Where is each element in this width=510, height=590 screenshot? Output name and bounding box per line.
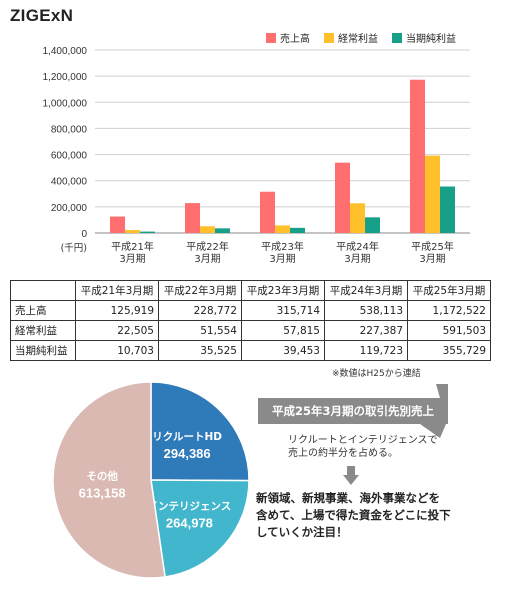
callout-text-line: リクルートとインテリジェンスで [288,435,438,446]
y-axis-unit: (千円) [61,243,87,254]
bar-net-profit [365,217,380,233]
brand-logo: ZIGExN [10,6,74,25]
y-tick-label: 1,200,000 [43,72,88,83]
callout-title: 平成25年3月期の取引先別売上 [258,398,448,424]
conclusion-line: していくか注目！ [256,525,348,539]
table-cell: 22,505 [75,320,159,341]
legend-item-sales: 売上高 [266,30,310,45]
y-tick-label: 1,000,000 [43,98,88,109]
legend-label-ordinary-profit: 経常利益 [338,34,378,45]
pie-label-other: その他 [86,470,118,483]
table-cell: 228,772 [158,300,242,321]
bar-net-profit [440,186,455,233]
pie-label-recruit: リクルートHD [152,431,222,443]
table-row-label: 当期純利益 [10,340,76,361]
table-row: 売上高 125,919 228,772 315,714 538,113 1,17… [10,300,491,321]
bar-net-profit [140,231,155,233]
table-cell: 125,919 [75,300,159,321]
pie-value-intelligence: 264,978 [166,515,213,530]
table-note: ※数値はH25から連結 [332,369,421,379]
table-cell: 315,714 [241,300,325,321]
bar-sales [335,162,350,233]
y-tick-label: 800,000 [51,124,88,135]
table-cell: 538,113 [324,300,408,321]
table-cell: 35,525 [158,340,242,361]
table-header-cell [10,280,76,301]
legend-label-net-profit: 当期純利益 [406,34,456,45]
callout-tail [436,384,448,398]
pie-slice-intelligence [150,479,250,578]
x-tick-label: 平成22年 [186,240,229,253]
bar-ordinary-profit [425,155,440,233]
x-tick-label: 3月期 [119,253,145,265]
x-tick-label: 3月期 [344,253,370,265]
bar-net-profit [215,228,230,233]
bar-ordinary-profit [275,225,290,233]
bar-net-profit [290,227,305,233]
bar-sales [110,216,125,233]
table-header-cell: 平成25年3月期 [407,280,491,301]
legend-item-ordinary-profit: 経常利益 [324,30,378,45]
bar-sales [185,203,200,233]
legend-label-sales: 売上高 [280,34,310,45]
callout-text: リクルートとインテリジェンスで 売上の約半分を占める。 [288,434,438,460]
x-tick-label: 3月期 [269,253,295,265]
financial-table: 平成21年3月期 平成22年3月期 平成23年3月期 平成24年3月期 平成25… [10,280,491,361]
table-header-row: 平成21年3月期 平成22年3月期 平成23年3月期 平成24年3月期 平成25… [10,280,491,301]
table-cell: 227,387 [324,320,408,341]
chart-legend: 売上高 経常利益 当期純利益 [266,30,456,45]
bar-sales [260,191,275,233]
table-cell: 355,729 [407,340,491,361]
y-tick-label: 600,000 [51,151,88,162]
table-row: 当期純利益 10,703 35,525 39,453 119,723 355,7… [10,340,491,361]
legend-item-net-profit: 当期純利益 [392,30,456,45]
table-row-label: 売上高 [10,300,76,321]
bar-sales [410,79,425,234]
y-tick-label: 200,000 [51,203,88,214]
x-tick-label: 3月期 [419,253,445,265]
legend-swatch-ordinary-profit [324,32,334,43]
bar-chart: 1,400,000 1,200,000 1,000,000 800,000 600,00… [43,46,470,265]
x-tick-label: 3月期 [194,253,220,265]
table-cell: 39,453 [241,340,325,361]
bar-ordinary-profit [200,226,215,233]
x-tick-label: 平成23年 [261,240,304,253]
table-header-cell: 平成23年3月期 [241,280,325,301]
table-cell: 10,703 [75,340,159,361]
pie-label-intelligence: インテリジェンス [148,500,232,512]
y-tick-label: 0 [81,229,87,240]
conclusion-text: 新領域、新規事業、海外事業などを 含めて、上場で得た資金をどこに投下 していくか… [256,490,451,541]
table-cell: 119,723 [324,340,408,361]
conclusion-line: 新領域、新規事業、海外事業などを [256,491,440,505]
x-tick-label: 平成25年 [411,240,454,253]
callout-text-line: 売上の約半分を占める。 [288,448,398,459]
table-header-cell: 平成22年3月期 [158,280,242,301]
x-tick-label: 平成21年 [111,240,154,253]
table-cell: 591,503 [407,320,491,341]
down-arrow-icon [343,466,359,485]
y-tick-label: 400,000 [51,177,88,188]
pie-slice-recruit [150,381,250,482]
table-cell: 57,815 [241,320,325,341]
bar-ordinary-profit [125,230,140,233]
x-tick-label: 平成24年 [336,240,379,253]
table-header-cell: 平成24年3月期 [324,280,408,301]
table-row-label: 経常利益 [10,320,76,341]
conclusion-line: 含めて、上場で得た資金をどこに投下 [256,508,451,522]
table-cell: 51,554 [158,320,242,341]
legend-swatch-net-profit [392,32,402,43]
table-cell: 1,172,522 [407,300,491,321]
y-tick-label: 1,400,000 [43,46,88,57]
bar-ordinary-profit [350,203,365,233]
table-header-cell: 平成21年3月期 [75,280,159,301]
pie-value-other: 613,158 [79,486,126,501]
pie-value-recruit: 294,386 [164,446,211,461]
pie-slice-other [52,381,166,579]
legend-swatch-sales [266,32,276,43]
table-row: 経常利益 22,505 51,554 57,815 227,387 591,50… [10,320,491,341]
